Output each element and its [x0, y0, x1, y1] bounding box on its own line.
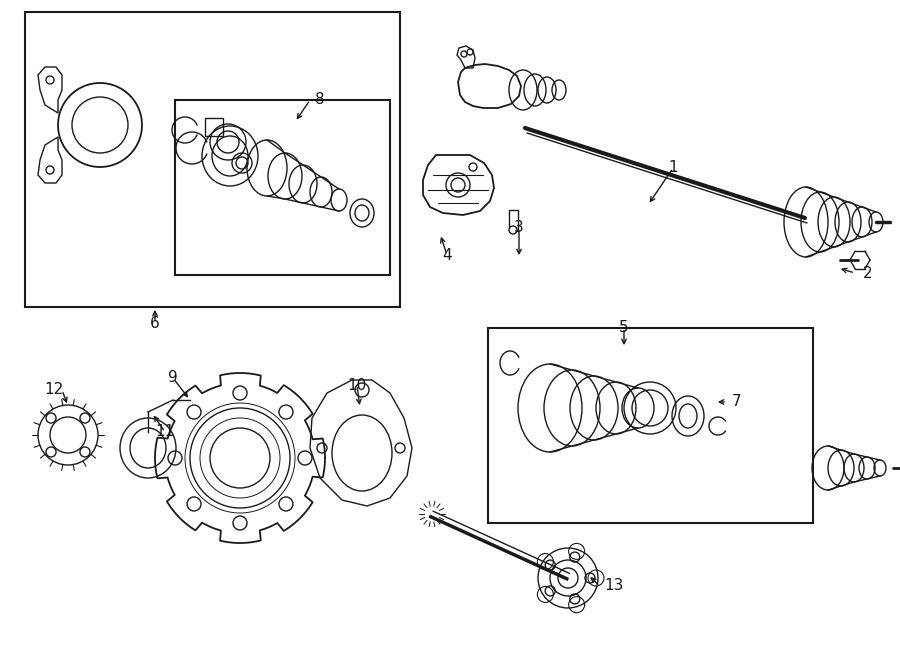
- Text: 6: 6: [150, 315, 160, 330]
- Bar: [205, 118, 223, 136]
- Text: 13: 13: [604, 578, 624, 594]
- Text: 5: 5: [619, 321, 629, 336]
- Bar: [509, 210, 518, 230]
- Bar: [488, 328, 813, 523]
- Text: 4: 4: [442, 247, 452, 262]
- Circle shape: [509, 226, 517, 234]
- Text: 3: 3: [514, 221, 524, 235]
- Text: 10: 10: [347, 377, 366, 393]
- Text: 11: 11: [156, 424, 175, 440]
- Text: 2: 2: [863, 266, 873, 280]
- Text: 1: 1: [668, 161, 678, 176]
- Text: 12: 12: [44, 383, 64, 397]
- Text: 8: 8: [315, 93, 325, 108]
- Bar: [25, 12, 400, 307]
- Text: 9: 9: [168, 371, 178, 385]
- Text: 7: 7: [733, 395, 742, 410]
- Bar: [175, 100, 390, 275]
